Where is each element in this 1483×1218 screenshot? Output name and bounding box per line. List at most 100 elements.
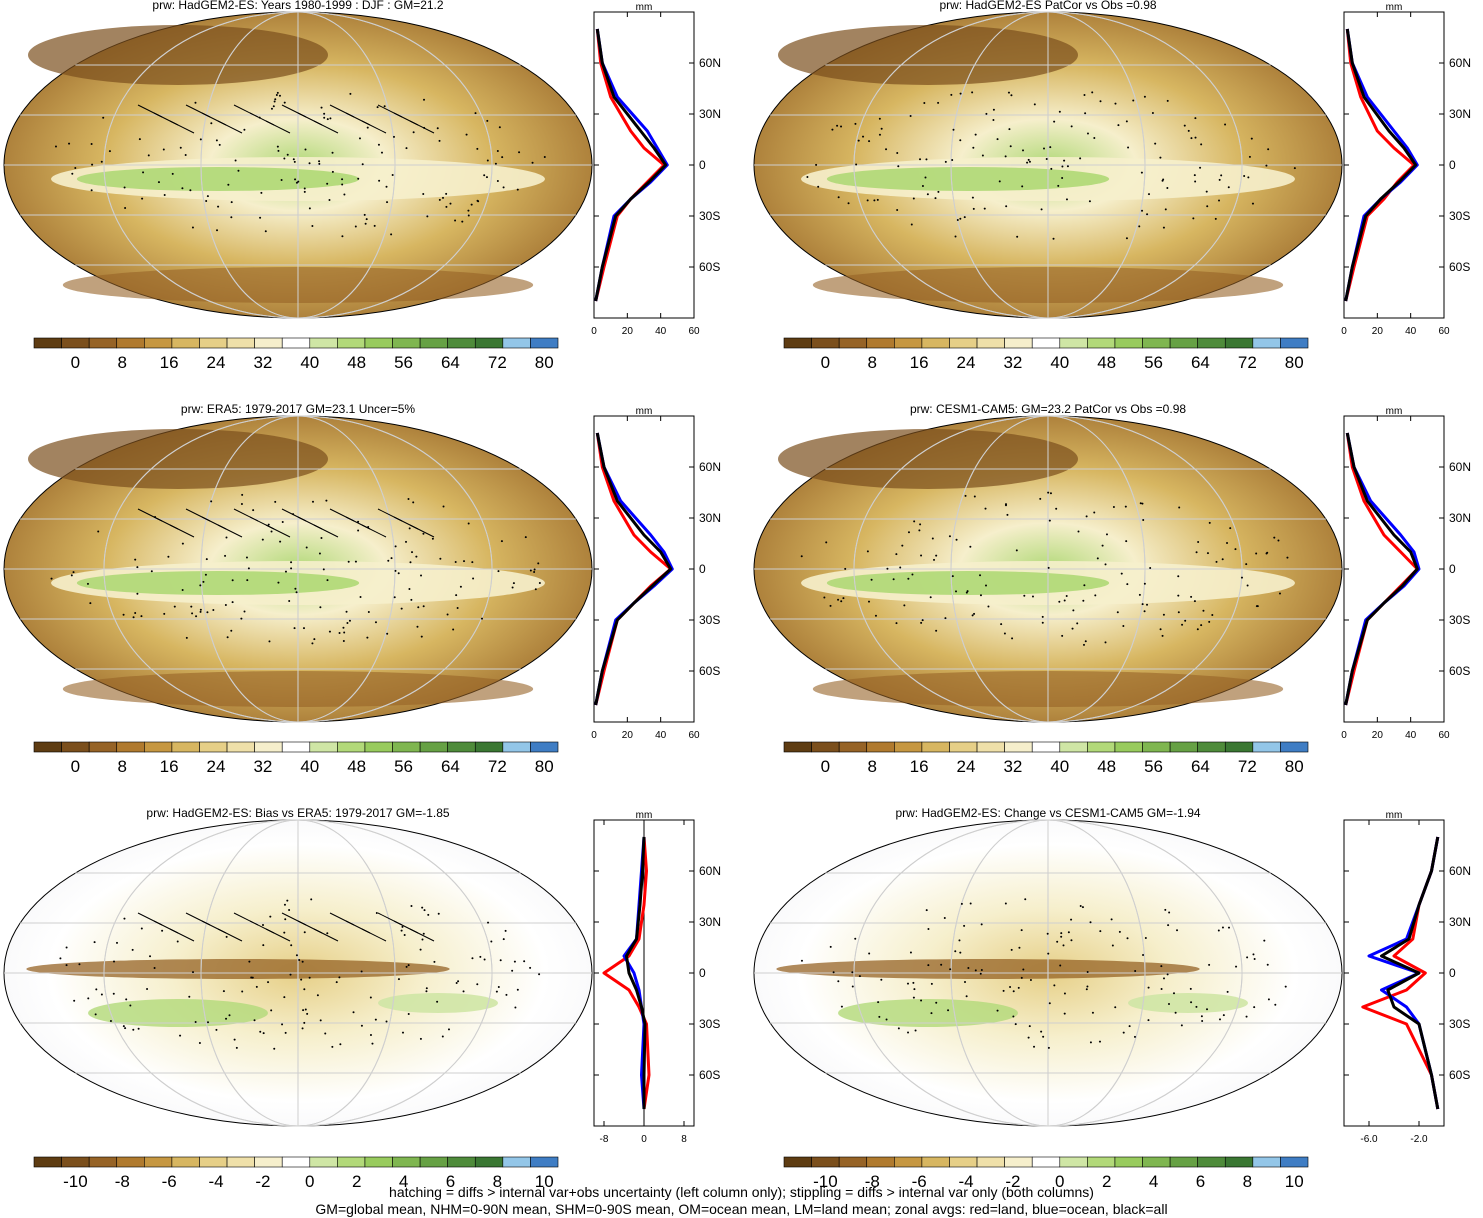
stipple-dot xyxy=(476,148,478,150)
stipple-dot xyxy=(281,179,283,181)
stipple-dot xyxy=(1127,146,1129,148)
stipple-dot xyxy=(1125,540,1127,542)
stipple-dot xyxy=(1114,1006,1116,1008)
colorbar-swatch xyxy=(812,338,840,348)
stipple-dot xyxy=(468,523,470,525)
stipple-dot xyxy=(1097,557,1099,559)
colorbar-label: 0 xyxy=(821,353,830,372)
stipple-dot xyxy=(1129,1025,1131,1027)
stipple-dot xyxy=(1241,577,1243,579)
colorbar-label: 72 xyxy=(488,353,507,372)
stipple-dot xyxy=(911,574,913,576)
stipple-dot xyxy=(225,1018,227,1020)
stipple-dot xyxy=(922,619,924,621)
stipple-dot xyxy=(944,617,946,619)
stipple-dot xyxy=(513,582,515,584)
stipple-dot xyxy=(1222,926,1224,928)
stipple-dot xyxy=(298,959,300,961)
colorbar-swatch xyxy=(867,742,895,752)
stipple-dot xyxy=(1160,628,1162,630)
stipple-dot xyxy=(377,106,379,108)
colorbar-swatch xyxy=(1280,338,1308,348)
stipple-dot xyxy=(252,509,254,511)
stipple-dot xyxy=(831,129,833,131)
colorbar-swatch xyxy=(89,338,117,348)
stipple-dot xyxy=(277,92,279,94)
stipple-dot xyxy=(503,938,505,940)
stipple-dot xyxy=(287,154,289,156)
stipple-dot xyxy=(868,952,870,954)
colorbar-label: 48 xyxy=(347,757,366,776)
stipple-dot xyxy=(987,605,989,607)
stipple-dot xyxy=(952,575,954,577)
stipple-dot xyxy=(386,633,388,635)
stipple-dot xyxy=(200,609,202,611)
stipple-dot xyxy=(970,903,972,905)
stipple-dot xyxy=(417,606,419,608)
stipple-dot xyxy=(1062,944,1064,946)
colorbar-swatch xyxy=(922,338,950,348)
stipple-dot xyxy=(980,594,982,596)
stipple-dot xyxy=(300,979,302,981)
stipple-dot xyxy=(505,994,507,996)
stipple-dot xyxy=(1126,120,1128,122)
stipple-dot xyxy=(907,983,909,985)
colorbar-swatch xyxy=(310,1157,338,1167)
stipple-dot xyxy=(825,541,827,543)
stipple-dot xyxy=(408,588,410,590)
stipple-dot xyxy=(477,200,479,202)
colorbar-swatch xyxy=(172,338,200,348)
stipple-dot xyxy=(1092,1012,1094,1014)
footer-line-1: hatching = diffs > internal var+obs unce… xyxy=(0,1184,1483,1201)
stipple-dot xyxy=(949,968,951,970)
stipple-dot xyxy=(421,636,423,638)
stipple-dot xyxy=(224,555,226,557)
stipple-dot xyxy=(1163,614,1165,616)
panel-5: prw: HadGEM2-ES: Bias vs ERA5: 1979-2017… xyxy=(4,806,721,1191)
stipple-dot xyxy=(1000,623,1002,625)
stipple-dot xyxy=(1105,563,1107,565)
stipple-dot xyxy=(1279,593,1281,595)
stipple-dot xyxy=(303,1022,305,1024)
colorbar-label: 24 xyxy=(957,757,976,776)
colorbar-swatch xyxy=(337,1157,365,1167)
stipple-dot xyxy=(525,536,527,538)
stipple-dot xyxy=(1011,949,1013,951)
stipple-dot xyxy=(456,982,458,984)
stipple-dot xyxy=(1195,137,1197,139)
stipple-dot xyxy=(1138,225,1140,227)
stipple-dot xyxy=(1162,635,1164,637)
stipple-dot xyxy=(416,626,418,628)
colorbar-label: 24 xyxy=(207,757,226,776)
stipple-dot xyxy=(1190,596,1192,598)
stipple-dot xyxy=(1226,542,1228,544)
lat-label: 60N xyxy=(699,864,721,878)
stipple-dot xyxy=(1294,167,1296,169)
stipple-dot xyxy=(925,158,927,160)
stipple-dot xyxy=(471,957,473,959)
stipple-dot xyxy=(125,998,127,1000)
stipple-dot xyxy=(227,636,229,638)
stipple-dot xyxy=(342,627,344,629)
stipple-dot xyxy=(1117,611,1119,613)
stipple-dot xyxy=(415,556,417,558)
panel-title: prw: ERA5: 1979-2017 GM=23.1 Uncer=5% xyxy=(181,402,415,416)
colorbar-swatch xyxy=(949,1157,977,1167)
zonal-xtick-label: 60 xyxy=(688,326,700,337)
stipple-dot xyxy=(920,999,922,1001)
zonal-xtick-label: 60 xyxy=(1438,730,1450,741)
zonal-xtick-label: 40 xyxy=(655,730,667,741)
stipple-dot xyxy=(271,530,273,532)
stipple-dot xyxy=(1039,498,1041,500)
stipple-dot xyxy=(132,949,134,951)
stipple-dot xyxy=(284,102,286,104)
stipple-dot xyxy=(1196,551,1198,553)
stipple-dot xyxy=(1209,522,1211,524)
stipple-dot xyxy=(256,986,258,988)
stipple-dot xyxy=(1126,583,1128,585)
stipple-dot xyxy=(401,930,403,932)
stipple-dot xyxy=(466,134,468,136)
stipple-dot xyxy=(136,593,138,595)
stipple-dot xyxy=(1083,94,1085,96)
